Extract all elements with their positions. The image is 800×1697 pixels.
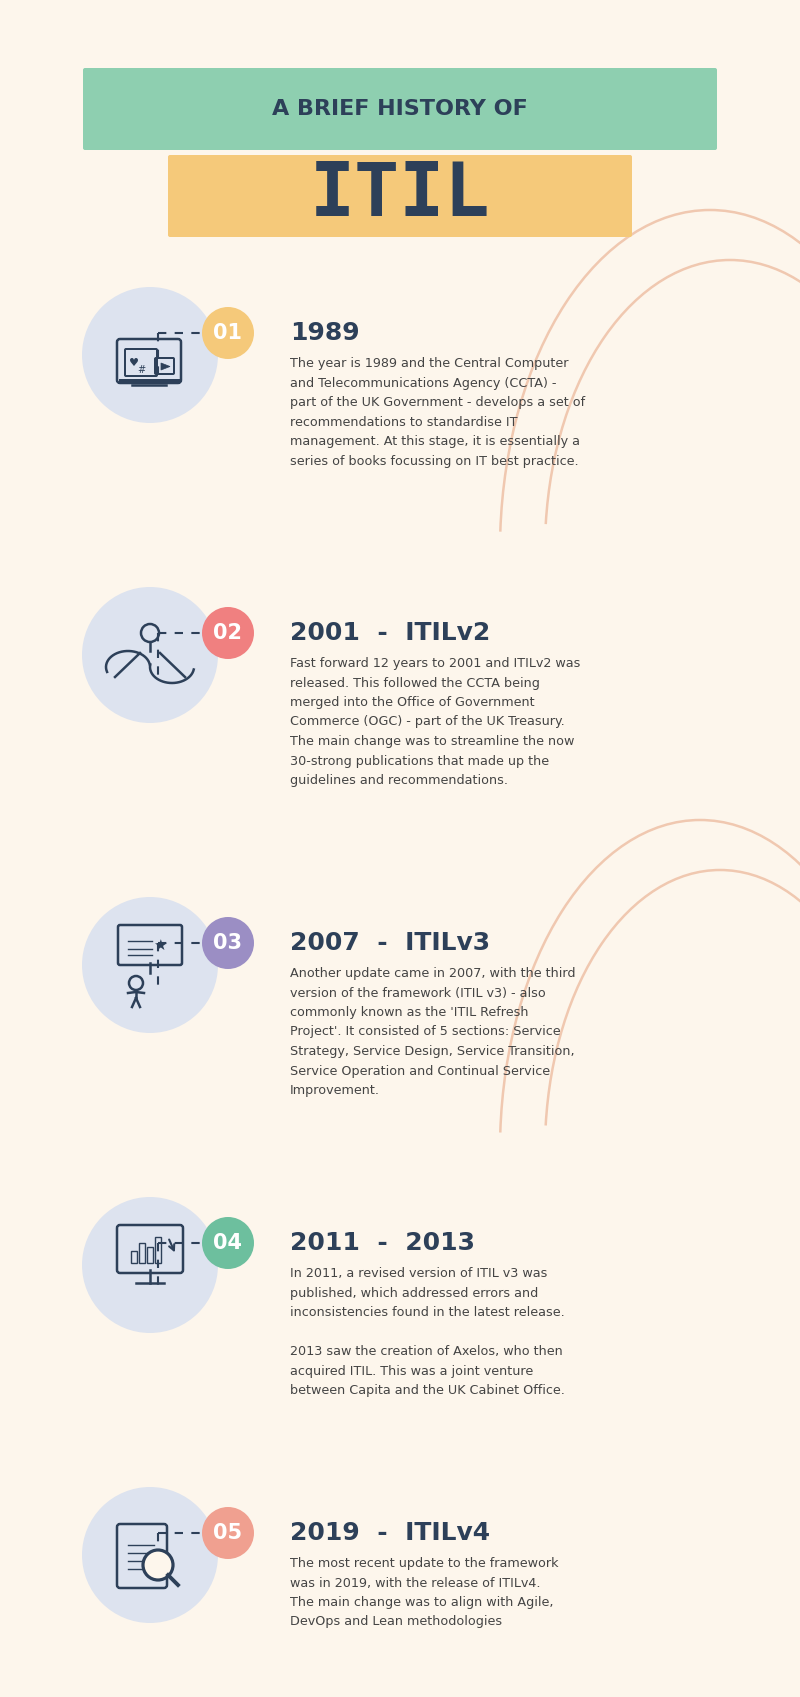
- Bar: [139, 1242, 145, 1263]
- Circle shape: [143, 1549, 173, 1580]
- Text: #: #: [137, 365, 145, 375]
- Text: 2007  -  ITILv3: 2007 - ITILv3: [290, 932, 490, 955]
- Text: 2011  -  2013: 2011 - 2013: [290, 1230, 475, 1256]
- Text: 04: 04: [214, 1234, 242, 1252]
- Text: 01: 01: [214, 322, 242, 343]
- FancyBboxPatch shape: [83, 68, 717, 149]
- Circle shape: [82, 587, 218, 723]
- Text: 2019  -  ITILv4: 2019 - ITILv4: [290, 1521, 490, 1544]
- Text: ♥: ♥: [129, 358, 139, 368]
- Circle shape: [82, 1196, 218, 1334]
- Text: In 2011, a revised version of ITIL v3 was
published, which addressed errors and
: In 2011, a revised version of ITIL v3 wa…: [290, 1268, 565, 1397]
- Text: Fast forward 12 years to 2001 and ITILv2 was
released. This followed the CCTA be: Fast forward 12 years to 2001 and ITILv2…: [290, 657, 580, 787]
- Text: ★: ★: [153, 937, 167, 952]
- Circle shape: [202, 916, 254, 969]
- Circle shape: [202, 1217, 254, 1269]
- Text: 03: 03: [214, 933, 242, 954]
- Bar: [147, 1247, 153, 1263]
- Circle shape: [82, 898, 218, 1033]
- Text: 02: 02: [214, 623, 242, 643]
- Circle shape: [202, 608, 254, 658]
- Text: Another update came in 2007, with the third
version of the framework (ITIL v3) -: Another update came in 2007, with the th…: [290, 967, 575, 1096]
- Circle shape: [202, 1507, 254, 1560]
- Text: A BRIEF HISTORY OF: A BRIEF HISTORY OF: [272, 98, 528, 119]
- Text: The most recent update to the framework
was in 2019, with the release of ITILv4.: The most recent update to the framework …: [290, 1558, 558, 1629]
- Text: 1989: 1989: [290, 321, 360, 344]
- Text: 2001  -  ITILv2: 2001 - ITILv2: [290, 621, 490, 645]
- Text: ITIL: ITIL: [310, 160, 490, 232]
- Bar: [131, 1251, 137, 1263]
- Text: The year is 1989 and the Central Computer
and Telecommunications Agency (CCTA) -: The year is 1989 and the Central Compute…: [290, 356, 585, 467]
- Polygon shape: [161, 363, 170, 370]
- Bar: [155, 1237, 161, 1263]
- Circle shape: [82, 1487, 218, 1622]
- Circle shape: [202, 307, 254, 360]
- Text: 05: 05: [214, 1522, 242, 1543]
- Circle shape: [82, 287, 218, 423]
- FancyBboxPatch shape: [168, 154, 632, 238]
